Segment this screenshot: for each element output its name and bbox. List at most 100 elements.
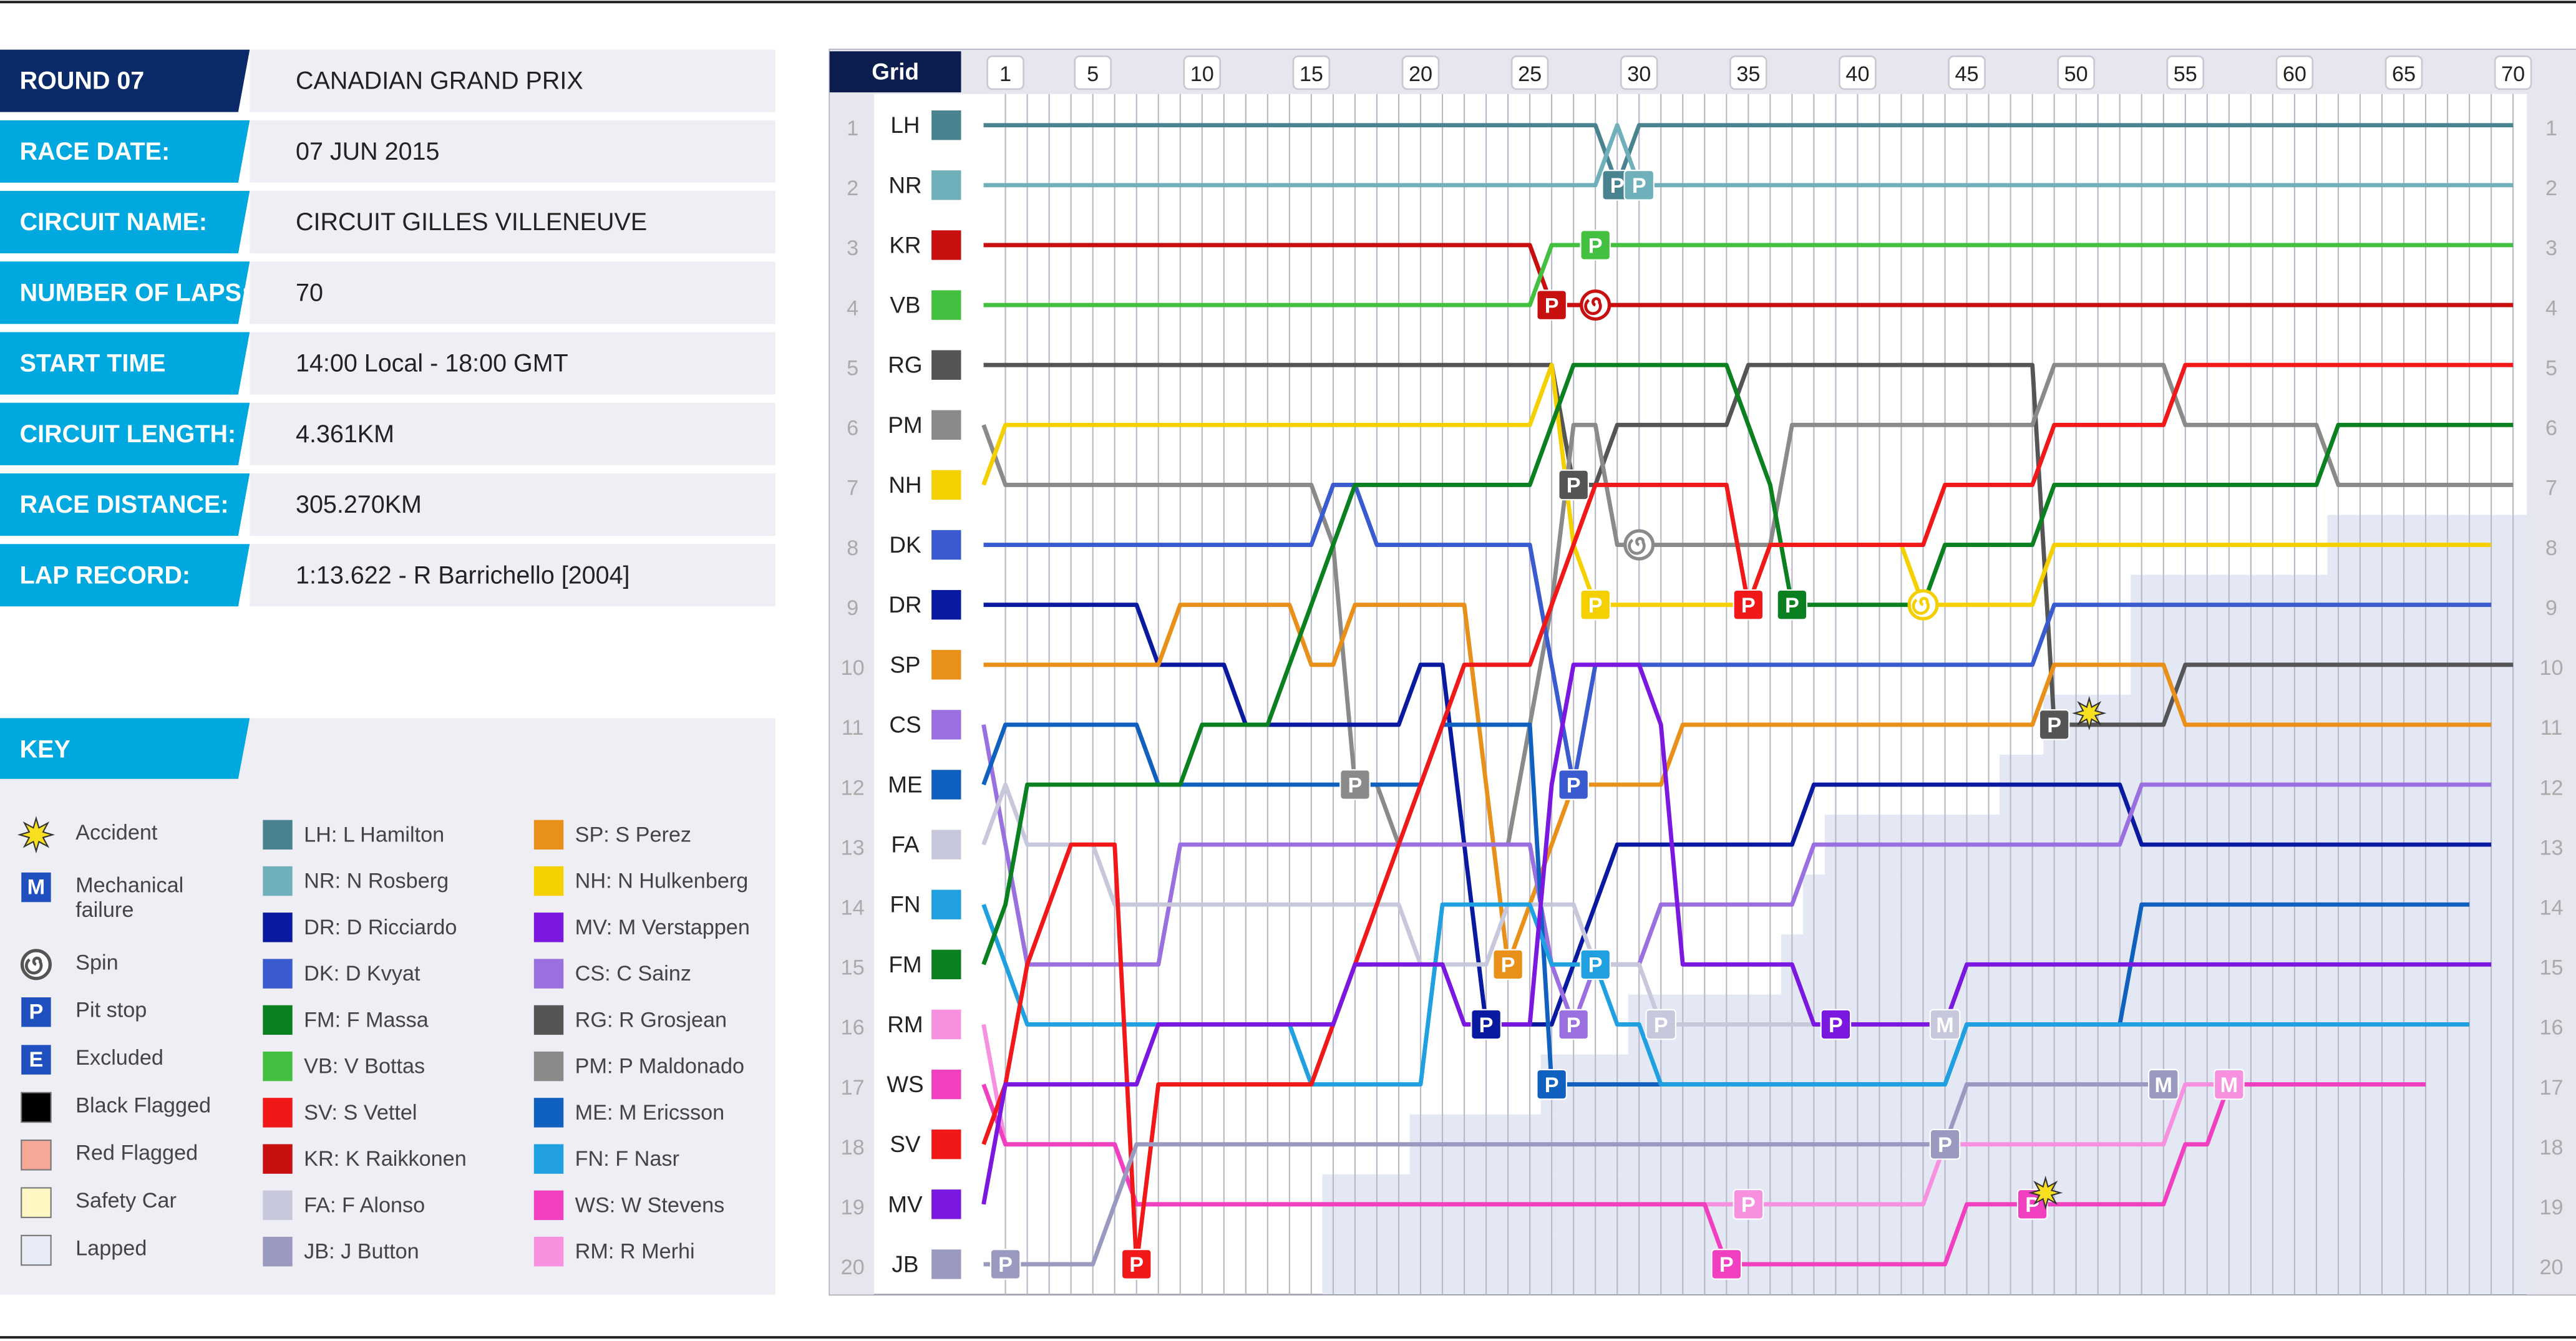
lap-tick-box	[986, 55, 1024, 90]
grid-driver-code: NR	[888, 172, 921, 198]
driver-label: DK: D Kvyat	[304, 962, 420, 985]
event-symbol: P	[1741, 594, 1756, 617]
info-label-box	[0, 544, 250, 607]
grid-driver-code: FA	[891, 832, 919, 858]
driver-swatch	[263, 1005, 293, 1035]
grid-driver-code: KR	[889, 232, 921, 258]
grid-driver-code: FN	[890, 892, 920, 917]
driver-swatch	[263, 1190, 293, 1221]
info-label: CIRCUIT LENGTH:	[20, 420, 236, 448]
position-label-left: 9	[847, 596, 858, 620]
info-value-box	[250, 402, 775, 465]
driver-label: LH: L Hamilton	[304, 823, 444, 846]
info-value: 07 JUN 2015	[296, 138, 439, 165]
driver-label: VB: V Bottas	[304, 1055, 425, 1078]
info-label: LAP RECORD:	[20, 561, 190, 589]
symbol-box	[21, 872, 51, 903]
lap-tick-box	[1292, 55, 1331, 90]
position-label-right: 9	[2545, 596, 2557, 620]
event-symbol: P	[1567, 773, 1581, 797]
info-label-box	[0, 473, 250, 536]
key-swatch	[21, 1187, 52, 1218]
grid-driver-swatch	[931, 949, 961, 980]
position-label-right: 8	[2545, 536, 2557, 560]
driver-swatch	[263, 866, 293, 896]
grid-driver-swatch	[931, 410, 961, 440]
event-marker	[1645, 1009, 1677, 1040]
info-value-box	[250, 120, 775, 183]
position-label-left: 3	[847, 236, 858, 260]
info-value: 305.270KM	[296, 491, 422, 518]
lap-tick-label: 15	[1300, 62, 1323, 86]
info-label: RACE DISTANCE:	[20, 491, 229, 518]
position-label-right: 16	[2539, 1016, 2563, 1040]
driver-line	[981, 362, 2514, 847]
lap-tick-label: 25	[1518, 62, 1542, 86]
driver-swatch	[263, 820, 293, 850]
position-label-right: 10	[2539, 656, 2563, 680]
event-marker	[1492, 949, 1524, 980]
key-label-box: Black Flagged	[75, 1092, 211, 1118]
lap-tick-box	[2166, 55, 2205, 90]
event-marker	[1558, 469, 1589, 501]
key-label-box: Mechanical failure	[75, 873, 183, 922]
position-label-left: 2	[847, 177, 858, 200]
grid-driver-code: ME	[888, 772, 922, 798]
driver-line	[983, 243, 2514, 307]
driver-swatch	[263, 1098, 293, 1128]
event-marker	[1339, 769, 1371, 800]
event-symbol: P	[1632, 174, 1646, 198]
symbol-letter: E	[29, 1048, 44, 1072]
position-label-right: 7	[2545, 477, 2557, 500]
position-label-left: 8	[847, 536, 858, 560]
position-label-left: 11	[842, 716, 864, 740]
position-label-right: 19	[2539, 1196, 2563, 1219]
event-symbol: P	[998, 1253, 1013, 1277]
position-label-right: 6	[2545, 417, 2557, 440]
event-symbol: M	[2220, 1073, 2238, 1097]
driver-line	[983, 123, 2514, 188]
position-label-right: 20	[2539, 1256, 2563, 1279]
key-label: Lapped	[75, 1235, 147, 1261]
event-marker	[1711, 1249, 1742, 1280]
key-header	[0, 718, 250, 779]
event-marker	[1558, 769, 1589, 800]
key-swatch	[21, 1092, 52, 1123]
info-label: ROUND 07	[20, 67, 145, 95]
driver-label: SP: S Perez	[575, 823, 691, 846]
position-label-left: 12	[841, 776, 865, 800]
position-label-right: 5	[2545, 356, 2557, 380]
lap-tick-box	[1183, 55, 1222, 90]
grid-driver-swatch	[931, 1189, 961, 1219]
key-label: Black Flagged	[75, 1092, 211, 1118]
grid-driver-code: DK	[889, 532, 921, 558]
info-label-box	[0, 261, 250, 324]
accident-marker	[2028, 1175, 2063, 1210]
lap-tick-box	[1729, 55, 1767, 90]
event-symbol: P	[2025, 1193, 2039, 1217]
event-marker	[1580, 949, 1611, 980]
lap-tick-box	[1074, 55, 1112, 90]
spin-icon-swirl	[1628, 536, 1646, 555]
driver-line	[981, 362, 2514, 966]
position-label-left: 13	[841, 836, 865, 859]
event-symbol: P	[1588, 594, 1603, 617]
grid-driver-swatch	[931, 1069, 961, 1100]
grid-driver-code: DR	[888, 592, 921, 617]
event-marker	[1820, 1009, 1852, 1040]
grid-driver-code: SV	[890, 1131, 921, 1157]
driver-swatch	[533, 1051, 564, 1082]
driver-swatch	[533, 1190, 564, 1221]
key-label: Safety Car	[75, 1188, 177, 1213]
info-value-box	[250, 544, 775, 607]
driver-swatch	[263, 913, 293, 942]
key-title: KEY	[20, 735, 70, 763]
driver-line	[981, 1082, 2426, 1267]
driver-label: FA: F Alonso	[304, 1193, 425, 1217]
event-marker	[2214, 1068, 2245, 1100]
driver-label: SV: S Vettel	[304, 1101, 417, 1125]
grid-driver-swatch	[931, 1009, 961, 1040]
grid-driver-swatch	[931, 110, 961, 140]
grid-header	[829, 51, 961, 93]
grid-driver-code: CS	[889, 712, 921, 737]
